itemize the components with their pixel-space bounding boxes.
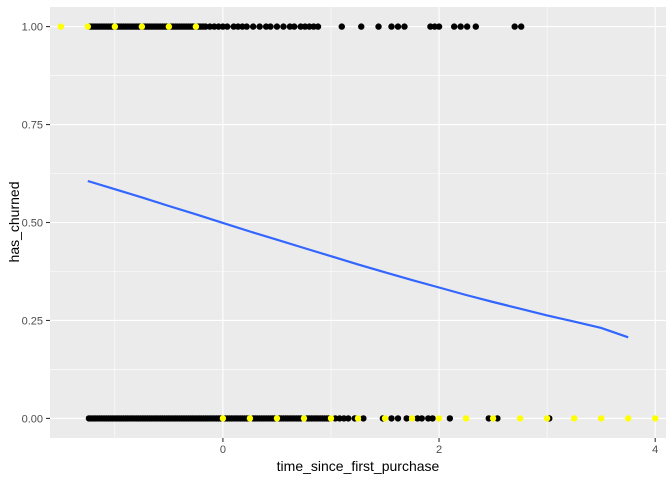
data-point	[249, 23, 257, 30]
data-point	[338, 23, 345, 30]
highlight-point	[165, 23, 173, 30]
data-point	[394, 23, 402, 30]
data-point	[388, 23, 395, 30]
data-point	[224, 23, 231, 30]
data-point	[401, 23, 408, 30]
highlight-point	[570, 415, 578, 422]
highlight-point	[516, 415, 524, 422]
data-point	[429, 415, 436, 422]
data-point	[358, 23, 365, 30]
data-point	[435, 23, 443, 30]
data-point	[418, 415, 425, 422]
data-point	[314, 23, 322, 30]
data-point	[360, 415, 367, 422]
y-tick-label: 0.00	[22, 413, 43, 425]
y-tick-label: 0.75	[22, 120, 43, 132]
y-tick-label: 0.50	[22, 218, 43, 230]
y-axis-ticks: 0.00 0.25 0.50 0.75 1.00	[22, 22, 50, 425]
highlight-point	[138, 23, 146, 30]
data-point	[403, 415, 410, 422]
data-point	[511, 23, 518, 30]
highlight-point	[192, 23, 200, 30]
data-point	[388, 415, 395, 422]
y-axis-title: has_churned	[6, 182, 22, 263]
highlight-point	[273, 415, 281, 422]
data-point	[280, 23, 287, 30]
highlight-point	[57, 23, 65, 30]
highlight-point	[462, 415, 470, 422]
highlight-point	[219, 415, 227, 422]
y-tick-label: 1.00	[22, 22, 43, 34]
highlight-point	[84, 23, 92, 30]
data-point	[394, 415, 402, 422]
data-point	[256, 23, 263, 30]
highlight-point	[111, 23, 119, 30]
highlight-points	[57, 23, 659, 422]
x-tick-label: 0	[220, 444, 226, 456]
data-point	[472, 23, 479, 30]
data-point	[463, 23, 471, 30]
highlight-point	[408, 415, 416, 422]
data-point	[450, 23, 458, 30]
data-point	[267, 23, 274, 30]
data-point	[446, 415, 454, 422]
y-tick-label: 0.25	[22, 315, 43, 327]
x-axis-ticks: 0 2 4	[220, 438, 658, 456]
highlight-point	[327, 415, 335, 422]
data-point	[345, 415, 352, 422]
x-tick-label: 4	[652, 444, 658, 456]
highlight-point	[381, 415, 389, 422]
highlight-point	[435, 415, 443, 422]
data-point	[273, 23, 281, 30]
data-point	[375, 23, 382, 30]
highlight-point	[624, 415, 632, 422]
highlight-point	[651, 415, 659, 422]
x-axis-title: time_since_first_purchase	[277, 458, 440, 474]
fit-line	[87, 179, 629, 339]
highlight-point	[246, 415, 254, 422]
data-point	[457, 23, 464, 30]
data-point	[517, 23, 525, 30]
highlight-point	[597, 415, 605, 422]
highlight-point	[354, 415, 362, 422]
highlight-point	[489, 415, 497, 422]
x-tick-label: 2	[436, 444, 442, 456]
highlight-point	[300, 415, 308, 422]
data-point	[291, 23, 298, 30]
data-point	[243, 23, 250, 30]
highlight-point	[543, 415, 551, 422]
